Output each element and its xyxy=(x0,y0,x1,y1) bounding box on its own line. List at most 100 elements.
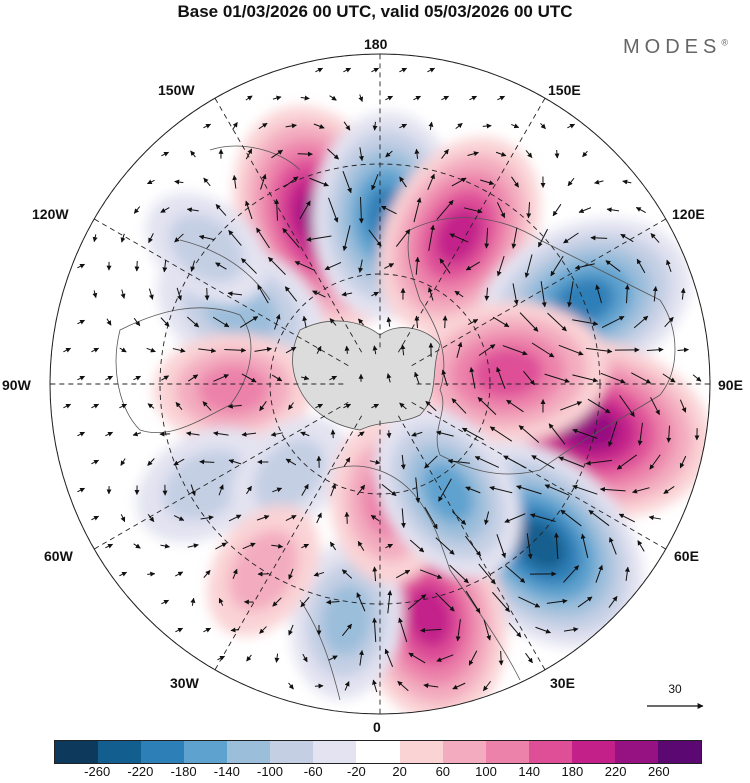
wind-vector xyxy=(449,233,469,243)
wind-vector xyxy=(648,515,661,521)
wind-vector xyxy=(63,403,72,409)
wind-vector xyxy=(436,200,454,220)
wind-vector xyxy=(328,655,338,661)
wind-vector xyxy=(525,652,533,664)
wind-vector xyxy=(358,147,364,162)
wind-vector xyxy=(548,423,566,445)
wind-vector xyxy=(120,458,126,466)
wind-vector xyxy=(77,431,86,437)
wind-vector xyxy=(624,284,630,304)
wind-vector xyxy=(496,366,506,389)
wind-vector xyxy=(146,179,155,185)
wind-vector xyxy=(288,568,294,580)
map-title: Base 01/03/2026 00 UTC, valid 05/03/2026… xyxy=(177,2,573,21)
wind-vector xyxy=(399,123,408,129)
modes-logo: MODES® xyxy=(623,36,728,59)
wind-vector xyxy=(343,121,351,131)
wind-vector xyxy=(228,514,242,522)
wind-vector xyxy=(540,122,546,130)
wind-vector xyxy=(484,287,490,301)
colorbar-tick-label: -60 xyxy=(303,764,323,779)
wind-vector xyxy=(482,123,492,129)
wind-vector xyxy=(312,290,326,298)
wind-vector xyxy=(257,284,269,304)
wind-vector xyxy=(329,541,337,551)
wind-vector xyxy=(503,455,527,469)
colorbar-swatch xyxy=(442,741,486,763)
wind-vector xyxy=(215,262,227,270)
wind-vector xyxy=(519,312,539,332)
colorbar-swatch xyxy=(313,741,357,763)
wind-vector xyxy=(455,122,463,130)
meridian-line xyxy=(93,218,349,367)
wind-vector xyxy=(516,485,542,495)
label-120w: 120W xyxy=(32,206,69,222)
wind-vector xyxy=(537,228,549,248)
wind-vector xyxy=(358,196,364,224)
wind-vector xyxy=(427,287,434,301)
wind-vector xyxy=(175,627,184,633)
wind-vector xyxy=(105,375,114,381)
wind-vector xyxy=(369,459,381,465)
wind-vector xyxy=(285,346,297,354)
wind-vector xyxy=(442,315,448,329)
wind-vector xyxy=(161,151,170,157)
colorbar-swatch xyxy=(55,741,99,763)
label-90e: 90E xyxy=(718,377,743,393)
wind-vector xyxy=(424,455,438,469)
wind-vector xyxy=(409,539,425,553)
wind-vector xyxy=(300,431,310,437)
wind-vector xyxy=(605,260,621,272)
wind-vector xyxy=(646,347,664,353)
wind-vector xyxy=(606,207,619,213)
wind-vector xyxy=(489,485,513,494)
wind-vector xyxy=(341,291,353,297)
wind-vector xyxy=(399,402,407,410)
wind-vector xyxy=(174,233,184,243)
wind-vector xyxy=(260,173,267,190)
wind-vector xyxy=(413,197,422,223)
wind-vector xyxy=(441,95,450,101)
wind-vector xyxy=(329,318,337,326)
wind-vector xyxy=(241,431,257,437)
colorbar-swatch xyxy=(184,741,228,763)
wind-vector xyxy=(435,592,455,612)
wind-vector xyxy=(203,177,211,187)
wind-vector xyxy=(400,454,406,470)
wind-vector xyxy=(285,458,297,466)
wind-vector xyxy=(302,653,308,663)
wind-vector xyxy=(272,487,283,493)
wind-vector xyxy=(175,571,184,577)
wind-vector xyxy=(119,571,128,577)
wind-vector xyxy=(563,232,579,244)
wind-vector xyxy=(441,149,449,159)
colorbar-tick-label: -260 xyxy=(84,764,111,779)
wind-vector xyxy=(91,515,100,521)
wind-vector xyxy=(272,597,282,607)
wind-vector xyxy=(413,95,422,101)
wind-vector xyxy=(554,149,560,159)
wind-vector xyxy=(315,67,324,73)
wind-vector xyxy=(204,287,210,301)
wind-vector xyxy=(467,319,479,325)
wind-vector xyxy=(301,483,309,496)
wind-vector xyxy=(635,207,646,213)
wind-vector xyxy=(212,316,230,328)
wind-vector xyxy=(147,403,155,409)
wind-vector xyxy=(344,681,350,691)
wind-vector xyxy=(299,200,311,220)
wind-vector xyxy=(531,342,555,358)
graticule xyxy=(50,54,710,714)
wind-vector xyxy=(358,259,364,273)
wind-vector xyxy=(245,200,253,220)
wind-vector xyxy=(301,543,310,549)
wind-vector xyxy=(274,314,281,330)
wind-vector xyxy=(187,543,199,549)
wind-vector xyxy=(637,422,643,446)
wind-vector xyxy=(284,286,298,302)
wind-vector xyxy=(324,261,342,271)
wind-vector xyxy=(585,459,612,466)
wind-vector xyxy=(285,123,297,129)
wind-vector xyxy=(372,617,378,642)
wind-vector xyxy=(371,67,380,73)
